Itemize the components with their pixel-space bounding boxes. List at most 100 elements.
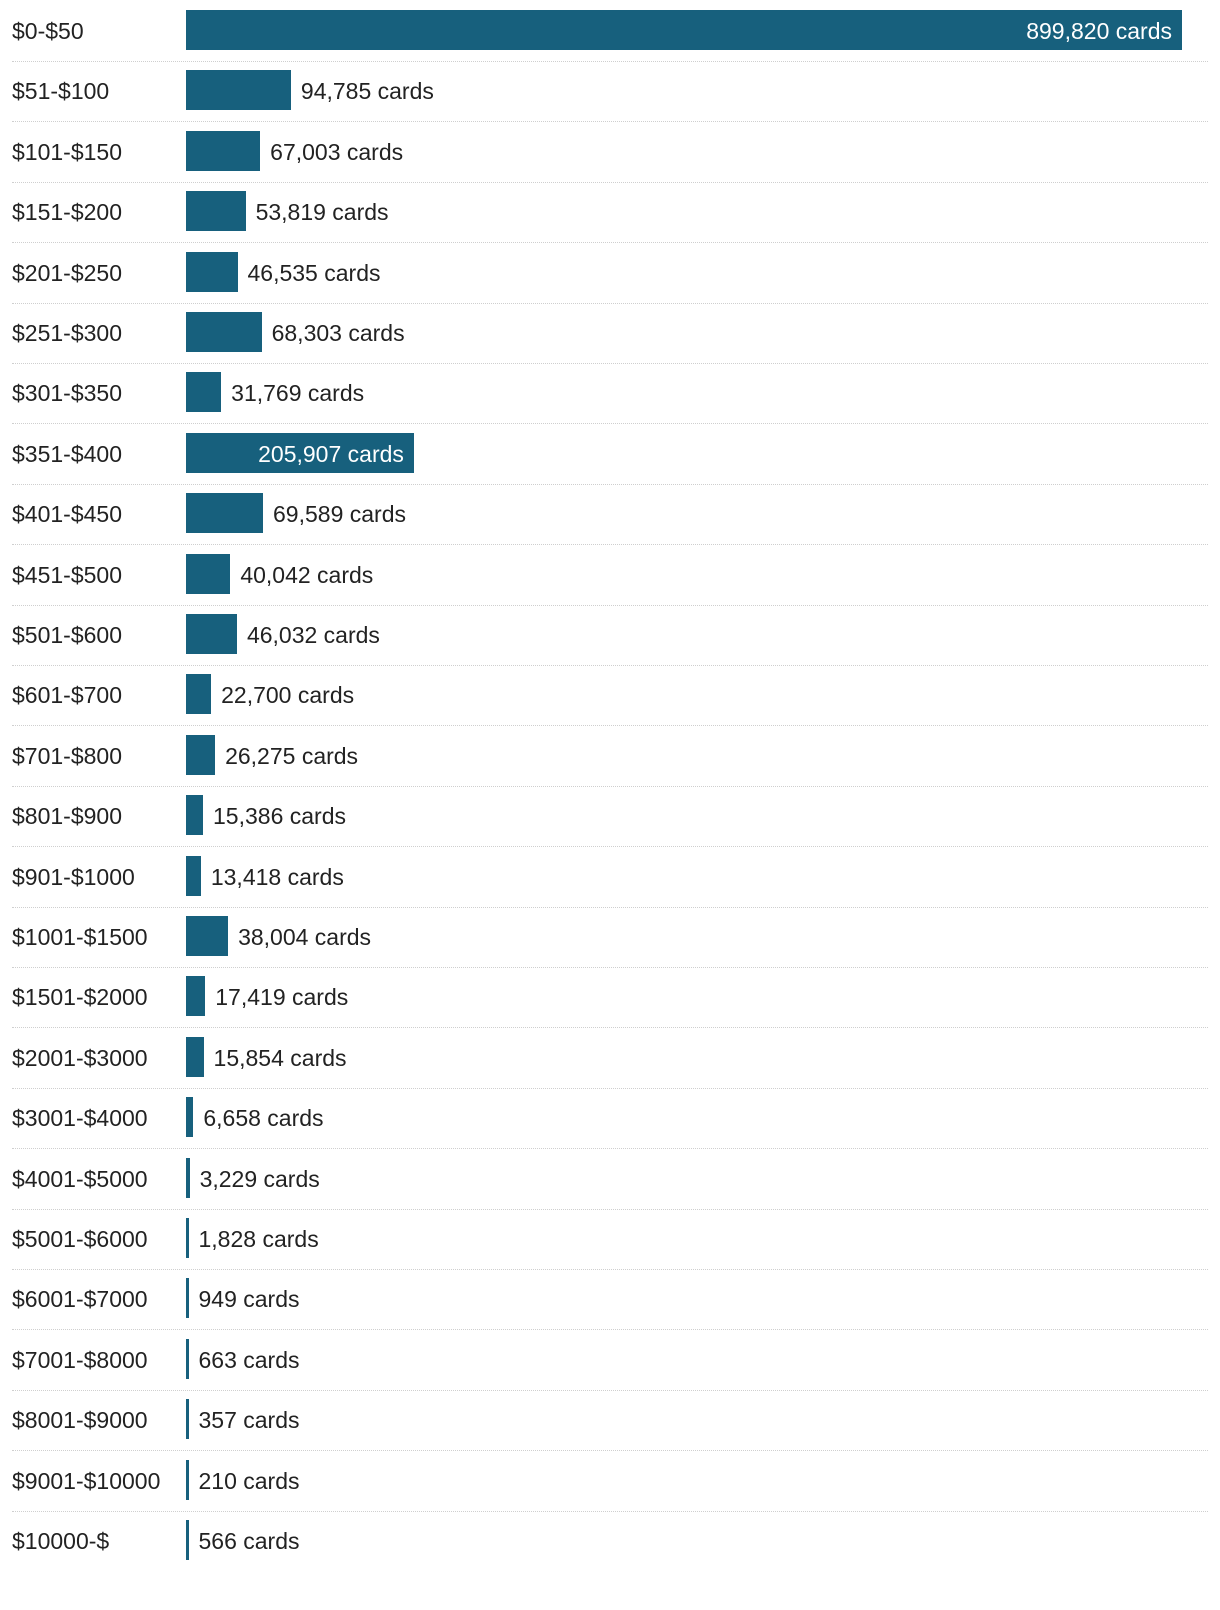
row-divider	[12, 1329, 1208, 1331]
bar	[186, 1218, 189, 1258]
bar	[186, 976, 206, 1017]
chart-row: $401-$450 69,589 cards	[12, 483, 1208, 546]
chart-row: $201-$250 46,535 cards	[12, 242, 1208, 304]
chart-row: $0-$50 899,820 cards	[12, 0, 1208, 62]
chart-row: $2001-$3000 15,854 cards	[12, 1027, 1208, 1089]
row-divider	[12, 1450, 1208, 1452]
value-label: 1,828 cards	[198, 1226, 319, 1252]
row-divider	[12, 1208, 1208, 1210]
bar	[186, 10, 1182, 50]
row-divider	[12, 121, 1208, 123]
row-divider	[12, 604, 1208, 606]
bar	[186, 372, 222, 413]
chart-row: $501-$600 46,032 cards	[12, 604, 1208, 666]
row-divider	[12, 906, 1208, 908]
row-divider	[12, 363, 1208, 364]
chart-row: $3001-$4000 6,658 cards	[12, 1087, 1208, 1150]
chart-row: $6001-$7000 949 cards	[12, 1268, 1208, 1331]
category-label: $351-$400	[12, 440, 122, 467]
value-label: 6,658 cards	[203, 1105, 324, 1132]
chart-row: $5001-$6000 1,828 cards	[12, 1208, 1208, 1270]
bar	[186, 1157, 190, 1198]
bar	[186, 1459, 189, 1500]
category-label: $10000-$	[12, 1528, 110, 1554]
value-label: 38,004 cards	[238, 924, 372, 950]
value-label: 3,229 cards	[199, 1165, 320, 1192]
row-divider	[12, 181, 1208, 183]
row-divider	[12, 544, 1208, 546]
value-label: 17,419 cards	[215, 984, 349, 1011]
category-label: $5001-$6000	[12, 1226, 148, 1252]
chart-row: $351-$400 205,907 cards	[12, 423, 1208, 485]
category-label: $451-$500	[12, 561, 122, 588]
category-label: $301-$350	[12, 380, 122, 407]
value-label: 31,769 cards	[231, 380, 365, 407]
category-label: $9001-$10000	[12, 1467, 161, 1494]
value-label: 40,042 cards	[240, 561, 374, 588]
chart-row: $101-$150 67,003 cards	[12, 121, 1208, 183]
category-label: $8001-$9000	[12, 1407, 148, 1434]
bar	[186, 130, 261, 171]
value-label: 210 cards	[198, 1467, 300, 1494]
value-label: 566 cards	[198, 1528, 300, 1554]
chart-row: $451-$500 40,042 cards	[12, 544, 1208, 606]
value-label: 949 cards	[198, 1286, 300, 1313]
row-divider	[12, 785, 1208, 787]
chart-row: $301-$350 31,769 cards	[12, 362, 1208, 425]
value-label: 13,418 cards	[210, 863, 344, 890]
row-divider	[12, 61, 1208, 62]
category-label: $2001-$3000	[12, 1044, 148, 1071]
bar	[186, 251, 238, 292]
value-label: 46,535 cards	[247, 259, 381, 286]
category-label: $7001-$8000	[12, 1346, 148, 1373]
bar	[186, 855, 201, 896]
category-label: $401-$450	[12, 501, 122, 528]
chart-row: $9001-$10000 210 cards	[12, 1450, 1208, 1512]
category-label: $151-$200	[12, 199, 122, 226]
bar	[186, 614, 237, 654]
category-label: $6001-$7000	[12, 1286, 148, 1313]
value-label: 94,785 cards	[300, 78, 434, 105]
category-label: $1501-$2000	[12, 984, 148, 1011]
chart-row: $901-$1000 13,418 cards	[12, 846, 1208, 908]
bar	[186, 312, 262, 352]
category-label: $201-$250	[12, 259, 122, 286]
value-label: 22,700 cards	[221, 682, 355, 709]
bar	[186, 191, 246, 232]
row-divider	[12, 1027, 1208, 1029]
bar	[186, 1338, 189, 1379]
chart-row: $10000-$ 566 cards	[12, 1510, 1208, 1572]
value-label: 26,275 cards	[225, 742, 359, 769]
category-label: $0-$50	[12, 18, 84, 44]
row-divider	[12, 725, 1208, 727]
chart-row: $801-$900 15,386 cards	[12, 785, 1208, 848]
value-label: 69,589 cards	[273, 501, 406, 528]
value-label: 899,820 cards	[1026, 18, 1172, 44]
category-label: $801-$900	[12, 803, 122, 830]
value-label: 15,854 cards	[213, 1044, 347, 1071]
bar	[186, 493, 264, 534]
chart-row: $51-$100 94,785 cards	[12, 60, 1208, 123]
value-label: 663 cards	[198, 1346, 300, 1373]
row-divider	[12, 423, 1208, 425]
value-label: 68,303 cards	[271, 320, 405, 346]
row-divider	[12, 483, 1208, 485]
chart-row: $251-$300 68,303 cards	[12, 302, 1208, 364]
row-divider	[12, 1389, 1208, 1391]
value-label: 357 cards	[198, 1407, 300, 1434]
bar	[186, 1278, 189, 1319]
chart-row: $1501-$2000 17,419 cards	[12, 966, 1208, 1029]
bar	[186, 674, 212, 715]
bar	[186, 553, 231, 594]
row-divider	[12, 665, 1208, 666]
bar	[186, 734, 216, 775]
category-label: $4001-$5000	[12, 1165, 148, 1192]
category-label: $1001-$1500	[12, 924, 148, 950]
bar	[186, 1520, 189, 1560]
row-divider	[12, 1087, 1208, 1089]
chart-row: $151-$200 53,819 cards	[12, 181, 1208, 244]
chart-row: $7001-$8000 663 cards	[12, 1329, 1208, 1391]
row-divider	[12, 1148, 1208, 1150]
chart-row: $701-$800 26,275 cards	[12, 725, 1208, 787]
